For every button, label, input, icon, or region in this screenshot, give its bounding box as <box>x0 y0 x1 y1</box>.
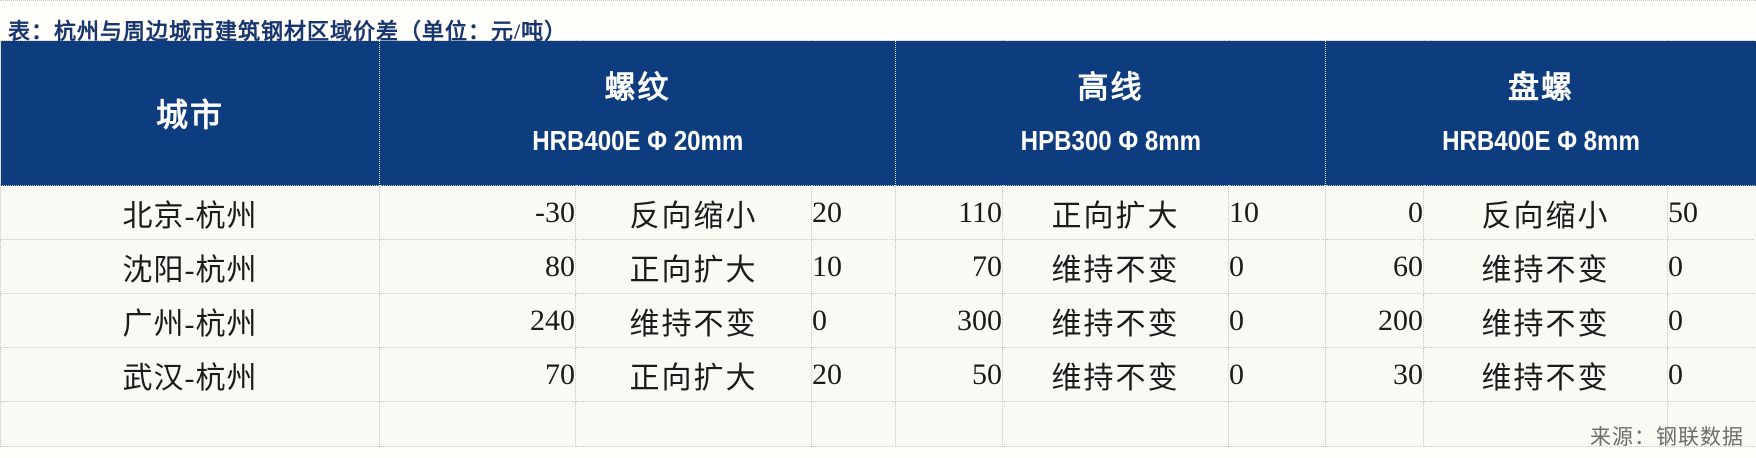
empty-cell <box>1325 401 1425 447</box>
empty-cell <box>379 401 576 447</box>
group-name-wire: 高线 <box>1077 69 1144 105</box>
header-group-coil: 盘螺 HRB400E Φ 8mm <box>1325 40 1756 186</box>
coil-diff-cell: 60 <box>1325 239 1425 294</box>
table-row: 广州-杭州 240 维持不变 0 300 维持不变 0 200 维持不变 0 <box>0 293 1756 348</box>
wire-direction-cell: 维持不变 <box>1002 293 1230 348</box>
header-group-rebar: 螺纹 HRB400E Φ 20mm <box>378 40 896 186</box>
coil-direction-cell: 反向缩小 <box>1423 185 1669 240</box>
wire-direction-cell: 维持不变 <box>1002 347 1230 402</box>
rebar-diff-cell: 70 <box>379 347 576 402</box>
city-cell: 武汉-杭州 <box>0 347 380 402</box>
rebar-direction-cell: 正向扩大 <box>575 239 812 294</box>
group-spec-rebar: HRB400E Φ 20mm <box>531 124 744 156</box>
coil-direction-cell: 维持不变 <box>1423 293 1669 348</box>
wire-change-cell: 10 <box>1228 185 1327 240</box>
wire-change-cell: 0 <box>1228 239 1327 294</box>
wire-diff-cell: 110 <box>895 185 1004 240</box>
rebar-direction-cell: 反向缩小 <box>575 185 812 240</box>
wire-change-cell: 0 <box>1228 293 1327 348</box>
empty-cell <box>575 401 812 447</box>
rebar-diff-cell: 240 <box>379 293 576 348</box>
coil-change-cell: 0 <box>1667 239 1756 294</box>
rebar-change-cell: 0 <box>810 293 897 348</box>
table-row: 武汉-杭州 70 正向扩大 20 50 维持不变 0 30 维持不变 0 <box>0 347 1756 402</box>
coil-diff-cell: 0 <box>1325 185 1425 240</box>
rebar-diff-cell: 80 <box>379 239 576 294</box>
coil-change-cell: 50 <box>1667 185 1756 240</box>
table-row: 北京-杭州 -30 反向缩小 20 110 正向扩大 10 0 反向缩小 50 <box>0 185 1756 240</box>
group-spec-wire: HPB300 Φ 8mm <box>1020 124 1201 156</box>
coil-direction-cell: 维持不变 <box>1423 347 1669 402</box>
group-spec-coil: HRB400E Φ 8mm <box>1442 124 1640 156</box>
source-label: 来源：钢联数据 <box>1590 425 1744 449</box>
coil-change-cell: 0 <box>1667 293 1756 348</box>
group-name-coil: 盘螺 <box>1508 69 1575 105</box>
wire-diff-cell: 70 <box>895 239 1004 294</box>
rebar-change-cell: 20 <box>810 347 897 402</box>
header-group-wire: 高线 HPB300 Φ 8mm <box>895 40 1326 186</box>
coil-diff-cell: 200 <box>1325 293 1425 348</box>
rebar-diff-cell: -30 <box>379 185 576 240</box>
wire-diff-cell: 50 <box>895 347 1004 402</box>
group-name-rebar: 螺纹 <box>604 69 671 105</box>
header-city: 城市 <box>0 40 380 186</box>
price-diff-table: 城市 螺纹 HRB400E Φ 20mm 高线 HPB300 Φ 8mm 盘螺 … <box>0 40 1756 447</box>
empty-cell <box>0 401 380 447</box>
wire-change-cell: 0 <box>1228 347 1327 402</box>
city-cell: 北京-杭州 <box>0 185 380 240</box>
rebar-change-cell: 20 <box>810 185 897 240</box>
table-title: 表：杭州与周边城市建筑钢材区域价差（单位：元/吨） <box>8 19 568 44</box>
coil-change-cell: 0 <box>1667 347 1756 402</box>
coil-diff-cell: 30 <box>1325 347 1425 402</box>
empty-cell <box>1667 401 1756 447</box>
empty-cell <box>1228 401 1327 447</box>
rebar-direction-cell: 正向扩大 <box>575 347 812 402</box>
rebar-direction-cell: 维持不变 <box>575 293 812 348</box>
header-row: 城市 螺纹 HRB400E Φ 20mm 高线 HPB300 Φ 8mm 盘螺 … <box>0 40 1756 186</box>
wire-diff-cell: 300 <box>895 293 1004 348</box>
wire-direction-cell: 维持不变 <box>1002 239 1230 294</box>
coil-direction-cell: 维持不变 <box>1423 239 1669 294</box>
wire-direction-cell: 正向扩大 <box>1002 185 1230 240</box>
table-row: 沈阳-杭州 80 正向扩大 10 70 维持不变 0 60 维持不变 0 <box>0 239 1756 294</box>
header-city-label: 城市 <box>155 97 224 133</box>
city-cell: 沈阳-杭州 <box>0 239 380 294</box>
empty-cell <box>1002 401 1230 447</box>
empty-cell <box>810 401 897 447</box>
city-cell: 广州-杭州 <box>0 293 380 348</box>
footer-row <box>0 401 1756 447</box>
empty-cell <box>895 401 1004 447</box>
rebar-change-cell: 10 <box>810 239 897 294</box>
empty-cell <box>1423 401 1669 447</box>
